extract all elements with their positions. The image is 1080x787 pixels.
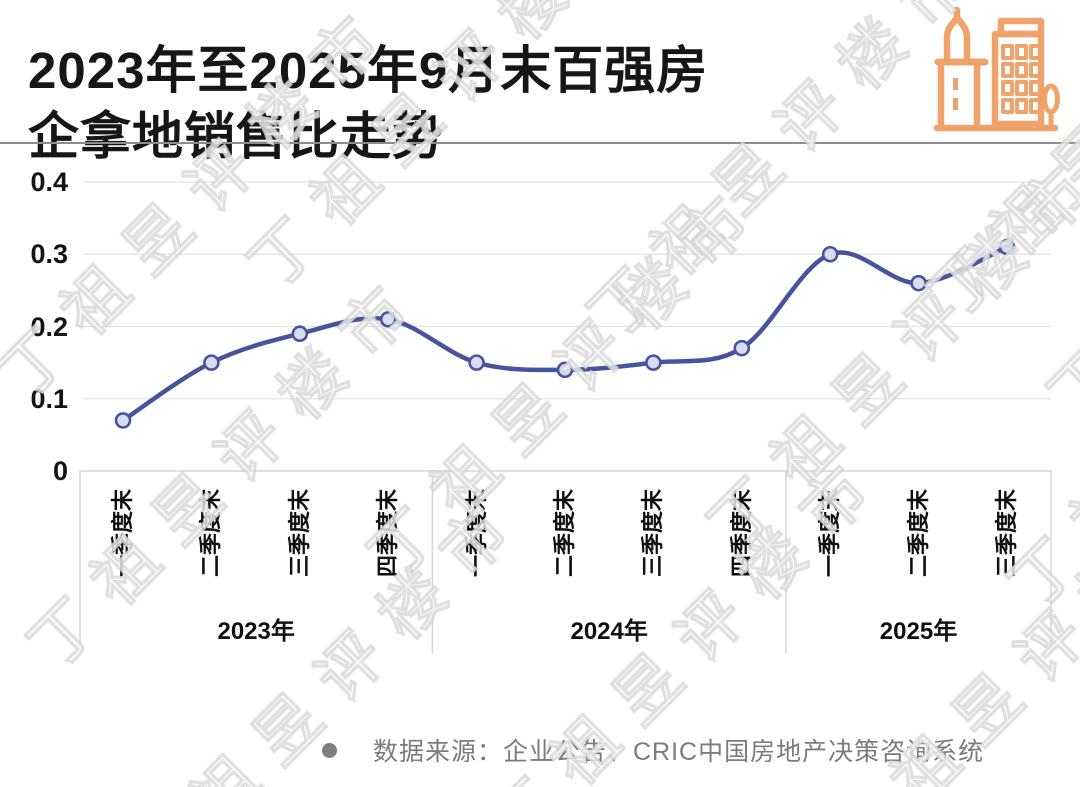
axis-box xyxy=(79,470,1052,653)
x-tick-label: 一季度末 xyxy=(817,489,843,578)
y-tick-label: 0 xyxy=(52,456,68,486)
y-tick-label: 0.4 xyxy=(30,167,68,197)
data-point xyxy=(821,245,839,263)
page-title: 2023年至2025年9月末百强房 企拿地销售比走势 xyxy=(28,38,708,170)
data-point xyxy=(468,354,485,371)
x-tick-label: 二季度末 xyxy=(552,489,577,578)
x-tick-label: 三季度末 xyxy=(640,489,666,578)
year-label: 2025年 xyxy=(879,618,958,645)
data-point xyxy=(203,354,220,371)
data-point xyxy=(114,412,132,429)
y-tick-label: 0.2 xyxy=(30,311,68,342)
data-point xyxy=(379,310,397,328)
y-tick-label: 0.1 xyxy=(30,383,68,414)
x-tick-label: 三季度末 xyxy=(286,489,312,578)
data-point xyxy=(556,361,574,379)
year-label: 2024年 xyxy=(570,618,648,645)
source-note: 数据来源：企业公告、CRIC中国房地产决策咨询系统 xyxy=(322,732,984,768)
buildings-icon xyxy=(933,2,1061,134)
year-label: 2023年 xyxy=(217,618,295,645)
page-title-line2: 企拿地销售比走势 xyxy=(28,108,445,166)
trend-line xyxy=(120,244,1010,423)
data-point xyxy=(998,238,1016,256)
page-title-line1: 2023年至2025年9月末百强房 xyxy=(28,42,709,100)
data-point xyxy=(910,274,927,292)
x-tick-label: 二季度末 xyxy=(198,489,224,578)
data-point xyxy=(291,325,309,343)
x-tick-label: 二季度末 xyxy=(905,489,931,578)
x-tick-label: 四季度末 xyxy=(375,489,401,578)
x-tick-label: 四季度末 xyxy=(728,489,754,578)
source-text: 数据来源：企业公告、CRIC中国房地产决策咨询系统 xyxy=(373,738,985,766)
data-point xyxy=(733,339,751,357)
x-tick-label: 一季度末 xyxy=(110,489,135,578)
data-point xyxy=(645,354,662,371)
x-tick-label: 一季度末 xyxy=(463,489,489,578)
title-divider xyxy=(0,142,1080,144)
bullet-icon xyxy=(322,742,337,758)
x-tick-label: 三季度末 xyxy=(994,489,1019,578)
y-tick-label: 0.3 xyxy=(30,239,68,270)
